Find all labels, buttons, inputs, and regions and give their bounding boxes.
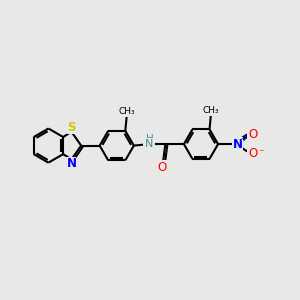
Text: N: N — [232, 138, 242, 151]
Text: O: O — [248, 147, 257, 160]
Text: CH₃: CH₃ — [203, 106, 219, 115]
Text: ⁻: ⁻ — [258, 148, 264, 158]
Text: N: N — [144, 139, 153, 149]
Text: S: S — [67, 121, 76, 134]
Text: N: N — [67, 157, 76, 170]
Text: +: + — [240, 134, 248, 143]
Text: O: O — [248, 128, 257, 141]
Text: H: H — [146, 134, 154, 144]
Text: CH₃: CH₃ — [118, 107, 135, 116]
Text: O: O — [158, 161, 167, 174]
